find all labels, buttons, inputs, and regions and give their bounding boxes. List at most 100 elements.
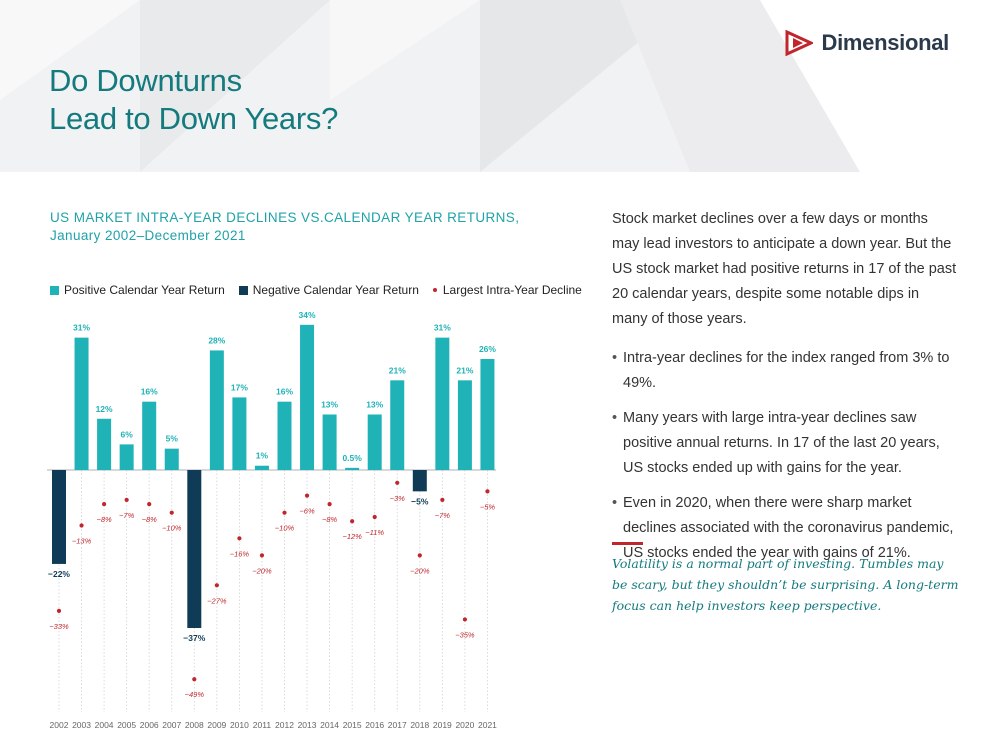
legend-label-positive: Positive Calendar Year Return	[64, 283, 225, 297]
x-tick-label-2020: 2020	[455, 720, 474, 730]
bullet-list: Intra-year declines for the index ranged…	[612, 346, 957, 566]
chart-title-line-1: US MARKET INTRA-YEAR DECLINES VS.CALENDA…	[50, 210, 520, 225]
decline-label-2012: −10%	[275, 524, 295, 533]
return-label-2011: 1%	[256, 451, 269, 461]
decline-label-2007: −10%	[162, 524, 182, 533]
return-label-2006: 16%	[141, 387, 158, 397]
decline-point-2004	[102, 502, 107, 507]
return-label-2009: 28%	[208, 335, 225, 345]
return-bar-2009	[209, 350, 224, 470]
return-label-2019: 31%	[434, 323, 451, 333]
return-bar-2020	[457, 380, 472, 470]
brand-name: Dimensional	[821, 30, 949, 55]
return-label-2003: 31%	[73, 323, 90, 333]
return-label-2002: −22%	[48, 569, 70, 579]
x-tick-label-2013: 2013	[298, 720, 317, 730]
legend-swatch-positive	[50, 285, 59, 295]
decline-label-2014: −8%	[322, 515, 338, 524]
decline-point-2011	[259, 553, 265, 558]
decline-label-2020: −35%	[455, 630, 475, 639]
chart-title: US MARKET INTRA-YEAR DECLINES VS.CALENDA…	[50, 209, 519, 245]
dimensional-logo-icon	[785, 30, 814, 56]
decline-label-2015: −12%	[342, 532, 362, 541]
return-label-2014: 13%	[321, 399, 338, 409]
x-tick-label-2010: 2010	[230, 720, 249, 730]
return-label-2018: −5%	[411, 496, 429, 506]
x-tick-label-2008: 2008	[185, 720, 204, 730]
legend-item-negative: Negative Calendar Year Return	[238, 283, 419, 297]
quote-accent-line	[612, 542, 643, 545]
bullet-item: Many years with large intra-year decline…	[612, 406, 957, 481]
decline-point-2013	[304, 493, 310, 498]
pull-quote: Volatility is a normal part of investing…	[612, 556, 959, 613]
return-label-2005: 6%	[121, 429, 134, 439]
decline-label-2017: −3%	[390, 494, 406, 503]
decline-label-2003: −13%	[72, 537, 92, 546]
decline-point-2007	[169, 510, 174, 515]
x-tick-label-2014: 2014	[320, 720, 339, 730]
decline-label-2008: −49%	[185, 690, 205, 699]
decline-point-2018	[417, 553, 422, 558]
decline-label-2002: −33%	[49, 622, 69, 631]
decline-point-2012	[282, 510, 287, 515]
legend-label-decline: Largest Intra-Year Decline	[442, 283, 582, 297]
decline-point-2014	[327, 502, 332, 507]
return-bar-2011	[254, 465, 269, 470]
return-bar-2019	[435, 337, 450, 470]
decline-point-2021	[485, 489, 490, 494]
legend-label-negative: Negative Calendar Year Return	[252, 283, 419, 297]
return-label-2008: −37%	[183, 633, 205, 643]
return-label-2017: 21%	[389, 365, 406, 375]
decline-point-2010	[237, 536, 242, 541]
return-bar-2013	[300, 324, 315, 470]
decline-label-2013: −6%	[299, 507, 315, 516]
return-bar-2014	[322, 414, 337, 470]
decline-point-2015	[350, 519, 355, 524]
x-tick-label-2021: 2021	[478, 720, 497, 730]
decline-label-2006: −8%	[142, 515, 158, 524]
chart-legend: Positive Calendar Year Return Negative C…	[50, 283, 596, 297]
return-bar-2016	[367, 414, 382, 470]
return-bar-2003	[74, 337, 89, 470]
decline-label-2016: −11%	[365, 528, 384, 537]
page-title: Do Downturns Lead to Down Years?	[49, 62, 338, 138]
return-label-2007: 5%	[166, 434, 179, 444]
x-tick-label-2005: 2005	[117, 720, 136, 730]
page-title-line-1: Do Downturns	[49, 63, 242, 98]
return-bar-2002	[52, 470, 66, 564]
x-tick-label-2011: 2011	[253, 720, 272, 730]
return-label-2020: 21%	[456, 365, 473, 375]
decline-point-2020	[462, 617, 467, 622]
decline-point-2003	[79, 523, 84, 528]
return-bar-2006	[142, 401, 157, 470]
decline-label-2021: −5%	[480, 502, 496, 511]
decline-label-2010: −16%	[230, 549, 250, 558]
intro-paragraph: Stock market declines over a few days or…	[612, 211, 957, 327]
x-tick-label-2016: 2016	[365, 720, 384, 730]
decline-point-2002	[56, 608, 62, 614]
return-bar-2004	[97, 418, 112, 470]
decline-label-2018: −20%	[410, 566, 430, 575]
return-bar-2021	[480, 358, 495, 470]
page-title-line-2: Lead to Down Years?	[49, 101, 339, 136]
bullet-item: Even in 2020, when there were sharp mark…	[612, 491, 957, 566]
return-label-2004: 12%	[96, 404, 113, 414]
legend-item-decline: Largest Intra-Year Decline	[432, 283, 582, 297]
x-tick-label-2009: 2009	[207, 720, 226, 730]
x-tick-label-2015: 2015	[343, 720, 362, 730]
bullet-item: Intra-year declines for the index ranged…	[612, 346, 957, 396]
x-tick-label-2002: 2002	[50, 720, 69, 730]
return-label-2016: 13%	[366, 399, 383, 409]
chart-title-line-2: January 2002–December 2021	[50, 228, 246, 243]
return-bar-2010	[232, 397, 247, 470]
decline-label-2005: −7%	[119, 511, 135, 520]
decline-point-2006	[147, 502, 152, 507]
decline-label-2011: −20%	[252, 566, 272, 575]
x-tick-label-2012: 2012	[275, 720, 294, 730]
legend-dot-decline	[432, 288, 437, 292]
return-label-2010: 17%	[231, 382, 248, 392]
x-tick-label-2004: 2004	[95, 720, 114, 730]
decline-point-2005	[124, 497, 129, 502]
decline-label-2019: −7%	[435, 511, 451, 520]
return-label-2015: 0.5%	[342, 453, 362, 463]
